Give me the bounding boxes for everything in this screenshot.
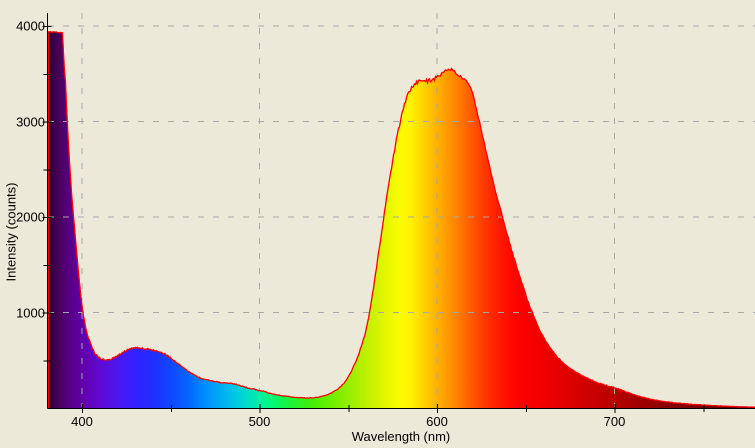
x-axis-tick-label: 600 <box>426 414 448 429</box>
spectrum-fill <box>48 31 755 408</box>
x-axis-tick-label: 500 <box>248 414 271 429</box>
y-axis-tick-label: 1000 <box>16 305 45 321</box>
y-axis-tick-label: 4000 <box>16 18 45 34</box>
x-axis-tick-label: 400 <box>71 414 93 429</box>
y-axis-tick-label: 2000 <box>16 209 45 225</box>
x-axis-tick-label: 700 <box>603 414 626 429</box>
spectrum-curve <box>47 31 755 408</box>
y-axis-tick-label: 3000 <box>16 114 45 130</box>
y-axis-title: Intensity (counts) <box>3 182 19 282</box>
x-axis-title: Wavelength (nm) <box>351 429 451 444</box>
